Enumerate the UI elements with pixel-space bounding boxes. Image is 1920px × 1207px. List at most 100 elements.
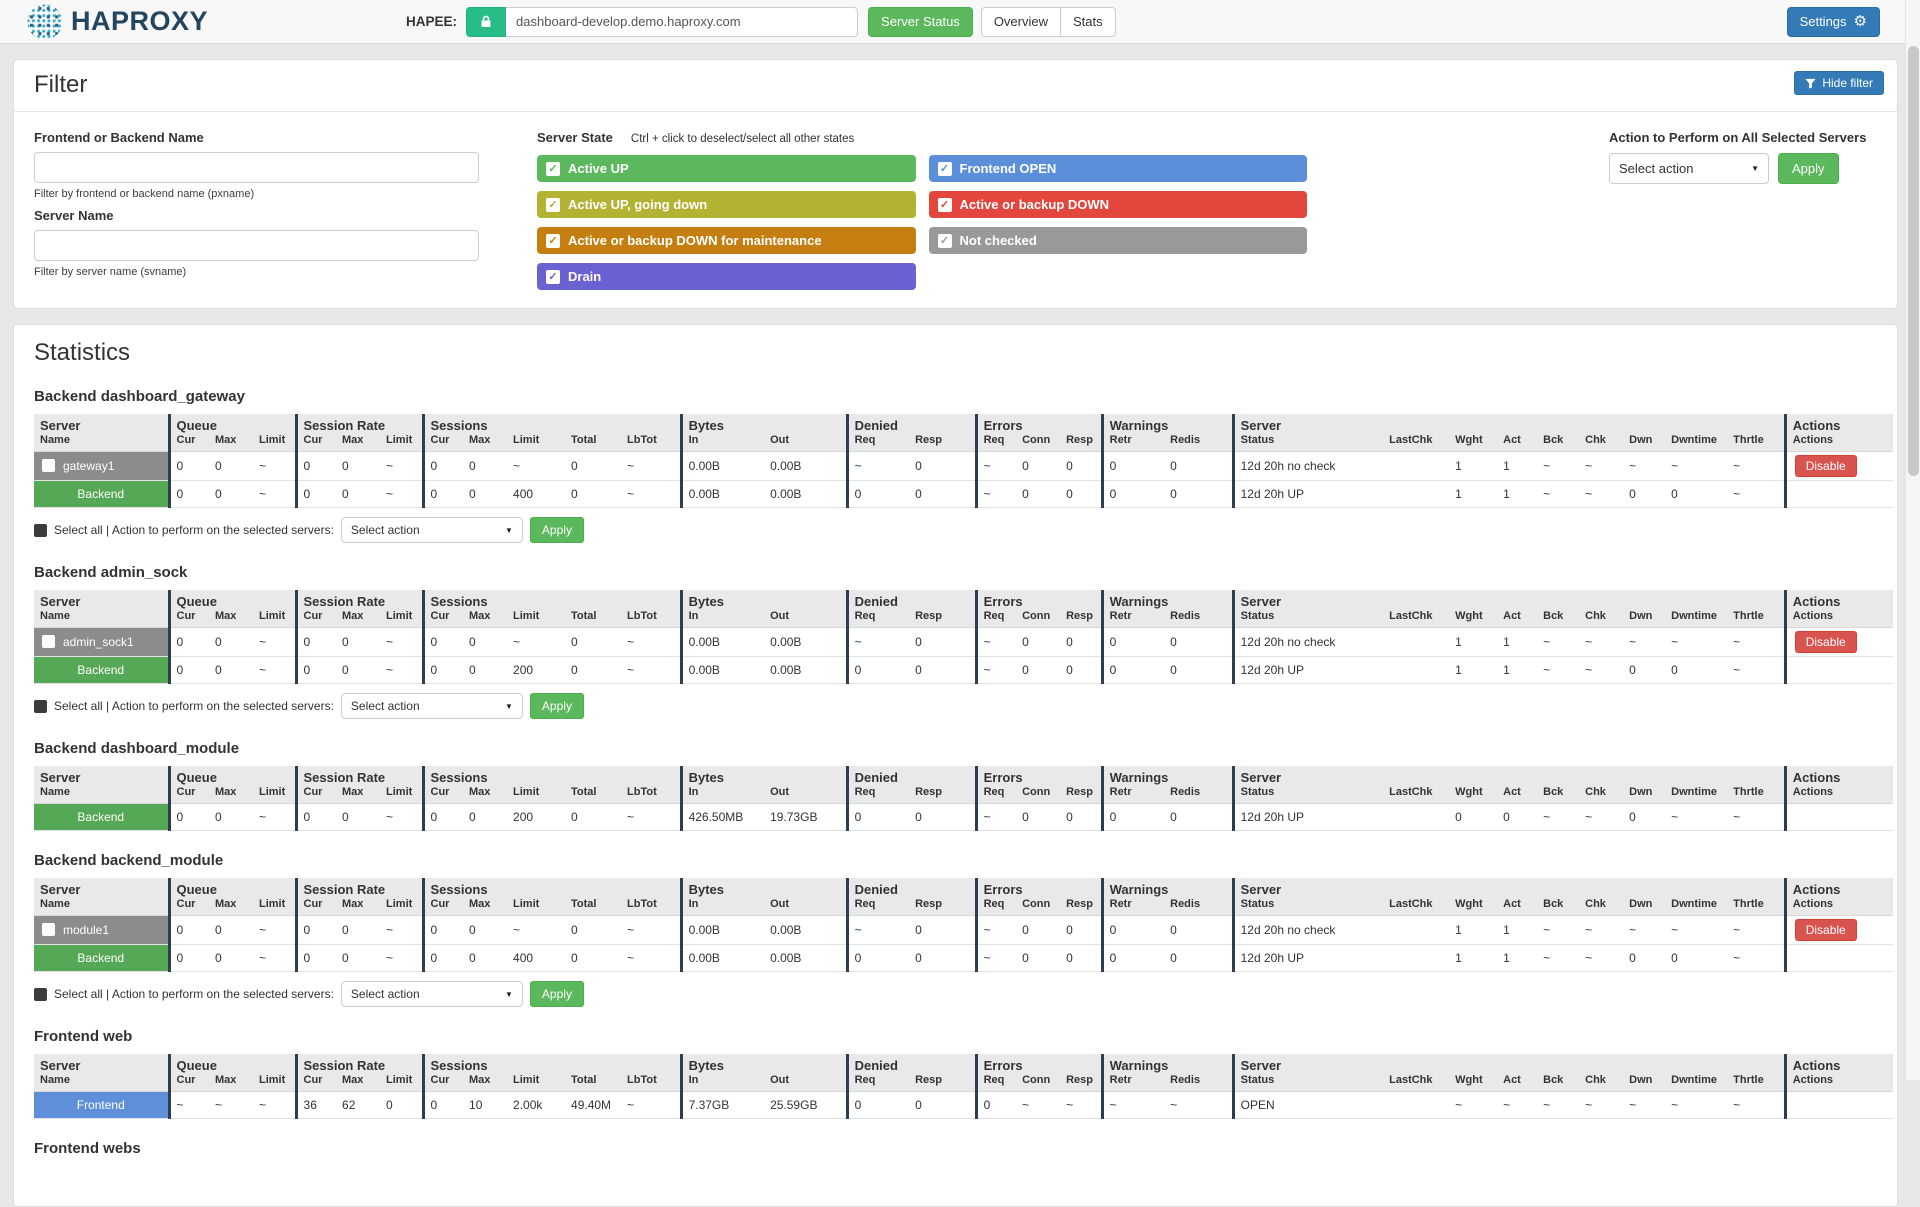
column-header: Req bbox=[845, 785, 910, 804]
table-cell: ~ bbox=[1727, 451, 1786, 481]
column-header: Dwn bbox=[1623, 609, 1666, 628]
table-group-header-row: Server Queue Session Rate Sessions Bytes Deni… bbox=[34, 878, 1894, 897]
select-all-label: Select all | Action to perform on the se… bbox=[54, 523, 334, 537]
pxname-input[interactable] bbox=[34, 152, 479, 183]
row-apply-button[interactable]: Apply bbox=[529, 693, 584, 719]
row-action-select[interactable]: Select action ▼ bbox=[340, 981, 523, 1007]
column-group-header: Queue bbox=[167, 590, 297, 609]
checkbox-checked-icon: ✓ bbox=[546, 269, 560, 284]
table-cell: ~ bbox=[253, 803, 297, 831]
table-cell bbox=[1383, 451, 1450, 481]
state-toggle-drain[interactable]: ✓ Drain bbox=[537, 263, 916, 290]
table-cell: 19.73GB bbox=[764, 803, 848, 831]
state-toggle-frontend-open[interactable]: ✓ Frontend OPEN bbox=[928, 155, 1307, 182]
table-subheader-row: Name Cur Max Limit Cur Max Limit Cur Max Limit Tot… bbox=[34, 609, 1894, 628]
table-cell: 0 bbox=[421, 803, 464, 831]
column-header: Bck bbox=[1537, 897, 1580, 916]
table-cell: 0 bbox=[1623, 803, 1666, 831]
stats-table: Server Queue Session Rate Sessions Bytes Deni… bbox=[34, 590, 1894, 684]
table-cell: 0 bbox=[167, 451, 209, 481]
statistics-title: Statistics bbox=[34, 339, 131, 366]
table-cell: ~ bbox=[974, 627, 1017, 657]
column-header: Cur bbox=[294, 897, 337, 916]
state-label: Drain bbox=[568, 269, 602, 284]
row-apply-button[interactable]: Apply bbox=[529, 517, 584, 543]
table-cell: 0 bbox=[1016, 480, 1061, 508]
column-header: Chk bbox=[1579, 433, 1624, 452]
stats-button[interactable]: Stats bbox=[1061, 6, 1116, 37]
table-cell: 0 bbox=[209, 451, 253, 481]
disable-button[interactable]: Disable bbox=[1794, 631, 1857, 653]
select-all-checkbox[interactable] bbox=[34, 523, 47, 537]
state-toggle-active-or-backup-down[interactable]: ✓ Active or backup DOWN bbox=[928, 191, 1307, 218]
table-subheader-row: Name Cur Max Limit Cur Max Limit Cur Max Limit Tot… bbox=[34, 1073, 1894, 1092]
svname-input[interactable] bbox=[34, 230, 479, 261]
filter-funnel-icon bbox=[1805, 78, 1816, 88]
table-cell: 0 bbox=[565, 944, 622, 972]
lock-button[interactable] bbox=[466, 6, 507, 37]
gear-icon: ⚙ bbox=[1853, 13, 1867, 30]
disable-button[interactable]: Disable bbox=[1794, 919, 1857, 941]
state-toggle-active-or-backup-down-for-maintenance[interactable]: ✓ Active or backup DOWN for maintenance bbox=[537, 227, 916, 254]
table-cell: 1 bbox=[1497, 480, 1538, 508]
column-header: Max bbox=[336, 609, 381, 628]
global-action-select[interactable]: Select action ▼ bbox=[1609, 153, 1769, 184]
state-toggle-not-checked[interactable]: ✓ Not checked bbox=[928, 227, 1307, 254]
state-toggle-active-up-going-down[interactable]: ✓ Active UP, going down bbox=[537, 191, 916, 218]
table-cell: ~ bbox=[209, 1091, 253, 1119]
table-cell: ~ bbox=[380, 656, 424, 684]
row-apply-button[interactable]: Apply bbox=[529, 981, 584, 1007]
select-all-checkbox[interactable] bbox=[34, 987, 47, 1001]
actions-cell bbox=[1783, 1091, 1894, 1119]
section-title: Backend admin_sock bbox=[34, 564, 188, 581]
table-cell: 0 bbox=[1449, 803, 1498, 831]
table-row: gateway1 0 0 ~0 0 ~0 0 ~0 ~0.00B 0.00B ~0 ~0 0 0 0 12d … bbox=[34, 451, 1894, 481]
row-action-select[interactable]: Select action ▼ bbox=[340, 517, 523, 543]
actions-cell bbox=[1783, 656, 1894, 684]
column-header: Bck bbox=[1537, 785, 1580, 804]
table-cell: 0 bbox=[209, 944, 253, 972]
table-cell: 0 bbox=[336, 915, 381, 945]
table-cell: ~ bbox=[974, 803, 1017, 831]
row-action-select[interactable]: Select action ▼ bbox=[340, 693, 523, 719]
page-scrollbar[interactable] bbox=[1905, 0, 1920, 1080]
haproxy-logo[interactable]: HAPROXY bbox=[26, 3, 208, 41]
caret-down-icon: ▼ bbox=[505, 525, 513, 535]
table-cell: 25.59GB bbox=[764, 1091, 848, 1119]
select-all-checkbox[interactable] bbox=[34, 699, 47, 713]
table-cell: ~ bbox=[507, 915, 566, 945]
row-checkbox[interactable] bbox=[42, 635, 55, 648]
state-label: Active or backup DOWN for maintenance bbox=[568, 233, 822, 248]
column-header: Cur bbox=[167, 1073, 209, 1092]
table-cell: 12d 20h UP bbox=[1231, 803, 1384, 831]
hide-filter-button[interactable]: Hide filter bbox=[1794, 71, 1884, 95]
overview-button[interactable]: Overview bbox=[980, 6, 1061, 37]
disable-button[interactable]: Disable bbox=[1794, 455, 1857, 477]
column-header: Retr bbox=[1100, 433, 1165, 452]
column-header: Bck bbox=[1537, 1073, 1580, 1092]
column-header: Act bbox=[1497, 609, 1538, 628]
column-group-header: Actions bbox=[1783, 414, 1894, 433]
pxname-label: Frontend or Backend Name bbox=[34, 130, 204, 145]
state-toggle-active-up[interactable]: ✓ Active UP bbox=[537, 155, 916, 182]
select-all-row: Select all | Action to perform on the se… bbox=[34, 693, 1877, 719]
table-cell: 0 bbox=[209, 915, 253, 945]
table-cell: 0 bbox=[294, 451, 337, 481]
scrollbar-thumb[interactable] bbox=[1908, 46, 1919, 476]
row-checkbox[interactable] bbox=[42, 459, 55, 472]
table-cell: 0.00B bbox=[764, 627, 848, 657]
checkbox-checked-icon: ✓ bbox=[546, 197, 560, 212]
table-cell: 0 bbox=[1060, 915, 1103, 945]
settings-button[interactable]: Settings ⚙ bbox=[1786, 6, 1880, 37]
global-apply-button[interactable]: Apply bbox=[1778, 153, 1839, 184]
column-header: Wght bbox=[1449, 897, 1498, 916]
column-header: Out bbox=[764, 433, 848, 452]
table-cell: ~ bbox=[1727, 656, 1786, 684]
table-cell: ~ bbox=[1579, 656, 1624, 684]
table-cell: 1 bbox=[1449, 480, 1498, 508]
server-status-button[interactable]: Server Status bbox=[868, 6, 973, 37]
dashboard-url-input[interactable] bbox=[506, 6, 859, 37]
column-header: Dwntime bbox=[1665, 897, 1728, 916]
row-checkbox[interactable] bbox=[42, 923, 55, 936]
table-row: Backend 0 0 ~0 0 ~0 0 400 0 ~0.00B 0.00B 0 0 ~0 0 0 0 12d… bbox=[34, 944, 1894, 972]
